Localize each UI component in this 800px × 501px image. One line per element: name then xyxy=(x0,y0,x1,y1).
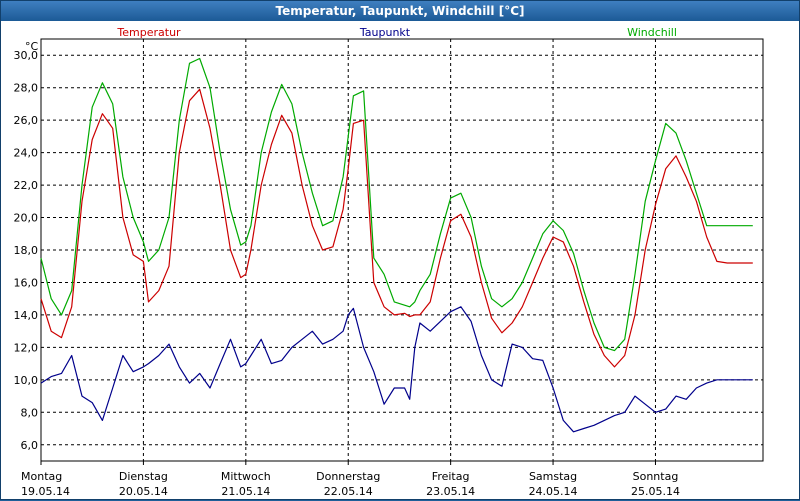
y-tick-label: 22,0 xyxy=(14,179,39,192)
x-tick-day: Freitag xyxy=(432,470,470,483)
y-tick-label: 30,0 xyxy=(14,49,39,62)
x-tick-date: 22.05.14 xyxy=(324,485,373,498)
x-tick-date: 23.05.14 xyxy=(426,485,475,498)
x-tick-date: 19.05.14 xyxy=(21,485,70,498)
legend-temperatur: Temperatur xyxy=(116,26,181,39)
x-tick-day: Mittwoch xyxy=(221,470,271,483)
x-tick-date: 21.05.14 xyxy=(221,485,270,498)
series-line-windchill xyxy=(40,57,753,352)
legend-taupunkt: Taupunkt xyxy=(359,26,411,39)
chart-title: Temperatur, Taupunkt, Windchill [°C] xyxy=(1,1,799,21)
y-tick-label: 8,0 xyxy=(21,406,39,419)
x-tick-day: Sonntag xyxy=(633,470,679,483)
y-tick-label: 18,0 xyxy=(14,244,39,257)
y-tick-label: 14,0 xyxy=(14,309,39,322)
y-tick-label: 28,0 xyxy=(14,82,39,95)
x-tick-day: Dienstag xyxy=(119,470,168,483)
x-tick-date: 24.05.14 xyxy=(529,485,578,498)
y-tick-label: 16,0 xyxy=(14,276,39,289)
y-tick-label: 10,0 xyxy=(14,374,39,387)
x-tick-date: 25.05.14 xyxy=(631,485,680,498)
series-line-temperatur xyxy=(40,88,753,368)
x-tick-day: Donnerstag xyxy=(316,470,380,483)
x-tick-day: Montag xyxy=(21,470,62,483)
y-axis-unit: °C xyxy=(25,40,39,53)
y-tick-label: 12,0 xyxy=(14,341,39,354)
y-tick-label: 6,0 xyxy=(21,439,39,452)
y-tick-label: 20,0 xyxy=(14,212,39,225)
series-line-taupunkt xyxy=(40,306,753,433)
legend-windchill: Windchill xyxy=(627,26,677,39)
x-tick-day: Samstag xyxy=(529,470,577,483)
y-tick-label: 24,0 xyxy=(14,147,39,160)
x-tick-date: 20.05.14 xyxy=(119,485,168,498)
y-tick-label: 26,0 xyxy=(14,114,39,127)
